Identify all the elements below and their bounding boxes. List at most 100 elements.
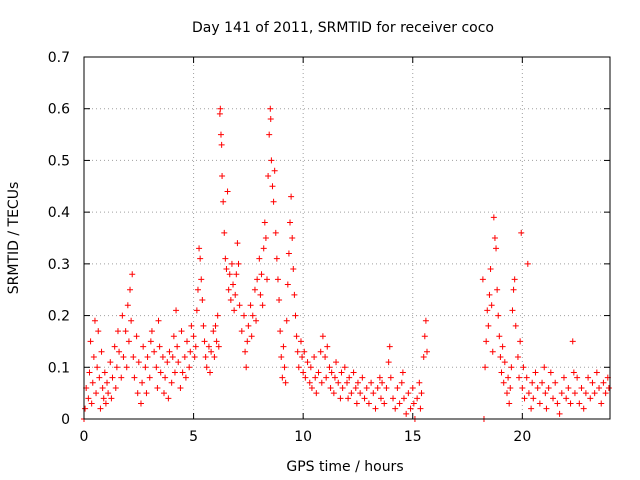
- data-point: [191, 353, 198, 360]
- data-point: [143, 390, 150, 397]
- plot-frame: [83, 56, 611, 420]
- data-point: [574, 374, 581, 381]
- data-point: [219, 172, 226, 179]
- data-point: [285, 250, 292, 257]
- data-point: [214, 312, 221, 319]
- data-point: [251, 286, 258, 293]
- data-point: [363, 384, 370, 391]
- data-point: [541, 364, 548, 371]
- data-point: [93, 390, 100, 397]
- data-point: [268, 157, 275, 164]
- data-point: [109, 374, 116, 381]
- data-point: [494, 286, 501, 293]
- data-point: [147, 338, 154, 345]
- data-point: [196, 245, 203, 252]
- chart-title: Day 141 of 2011, SRMTID for receiver coc…: [192, 20, 494, 36]
- data-point: [281, 364, 288, 371]
- x-tick-label: 15: [404, 429, 422, 445]
- data-point: [171, 369, 178, 376]
- data-point: [315, 369, 322, 376]
- data-point: [339, 384, 346, 391]
- data-point: [85, 395, 92, 402]
- data-point: [181, 353, 188, 360]
- data-point: [543, 405, 550, 412]
- data-point: [377, 395, 384, 402]
- data-point: [230, 281, 237, 288]
- data-point: [294, 348, 301, 355]
- data-point: [322, 353, 329, 360]
- data-point: [257, 291, 264, 298]
- data-point: [113, 364, 120, 371]
- data-point: [91, 317, 98, 324]
- data-point: [386, 343, 393, 350]
- data-point: [139, 379, 146, 386]
- data-point: [292, 312, 299, 319]
- data-point: [220, 198, 227, 205]
- data-point: [242, 348, 249, 355]
- data-point: [178, 328, 185, 335]
- data-point: [279, 374, 286, 381]
- data-point: [231, 307, 238, 314]
- data-point: [291, 291, 298, 298]
- data-point: [213, 338, 220, 345]
- data-point: [258, 271, 265, 278]
- data-point: [596, 384, 603, 391]
- data-point: [530, 395, 537, 402]
- data-point: [169, 353, 176, 360]
- data-point: [511, 276, 518, 283]
- data-point: [261, 219, 268, 226]
- data-point: [111, 343, 118, 350]
- data-point: [228, 260, 235, 267]
- data-point: [283, 317, 290, 324]
- y-tick-label: 0.2: [48, 309, 70, 325]
- data-point: [344, 379, 350, 386]
- data-point: [576, 400, 583, 407]
- data-point: [248, 333, 255, 340]
- data-point: [556, 410, 563, 417]
- data-point: [278, 353, 285, 360]
- data-point: [233, 271, 240, 278]
- data-point: [184, 338, 191, 345]
- data-point: [569, 338, 576, 345]
- data-point: [272, 229, 279, 236]
- data-point: [177, 384, 184, 391]
- x-axis-label: GPS time / hours: [286, 459, 403, 475]
- data-point: [90, 353, 97, 360]
- data-point: [202, 353, 209, 360]
- data-point: [498, 369, 505, 376]
- data-point: [160, 390, 167, 397]
- data-point: [159, 353, 166, 360]
- data-point: [354, 379, 361, 386]
- data-point: [403, 410, 410, 417]
- data-point: [493, 245, 500, 252]
- data-point: [528, 405, 535, 412]
- data-point: [245, 322, 252, 329]
- data-point: [359, 374, 366, 381]
- data-point: [578, 384, 585, 391]
- data-point: [317, 348, 324, 355]
- data-point: [399, 369, 406, 376]
- data-point: [234, 240, 241, 247]
- data-point: [197, 255, 204, 262]
- data-point: [374, 384, 381, 391]
- data-point: [256, 255, 263, 262]
- data-point: [293, 333, 300, 340]
- data-point: [483, 338, 490, 345]
- data-point: [491, 235, 498, 241]
- data-point: [525, 390, 532, 397]
- data-point: [507, 384, 514, 391]
- data-point: [383, 384, 390, 391]
- data-point: [348, 390, 355, 397]
- data-point: [201, 338, 208, 345]
- data-point: [318, 379, 325, 386]
- data-point: [287, 219, 294, 226]
- data-point: [345, 395, 352, 402]
- data-point: [170, 333, 177, 340]
- data-point: [582, 390, 589, 397]
- data-point: [379, 379, 386, 386]
- data-point: [253, 317, 260, 324]
- data-point: [116, 348, 123, 355]
- data-point: [254, 276, 261, 283]
- data-point: [96, 374, 103, 381]
